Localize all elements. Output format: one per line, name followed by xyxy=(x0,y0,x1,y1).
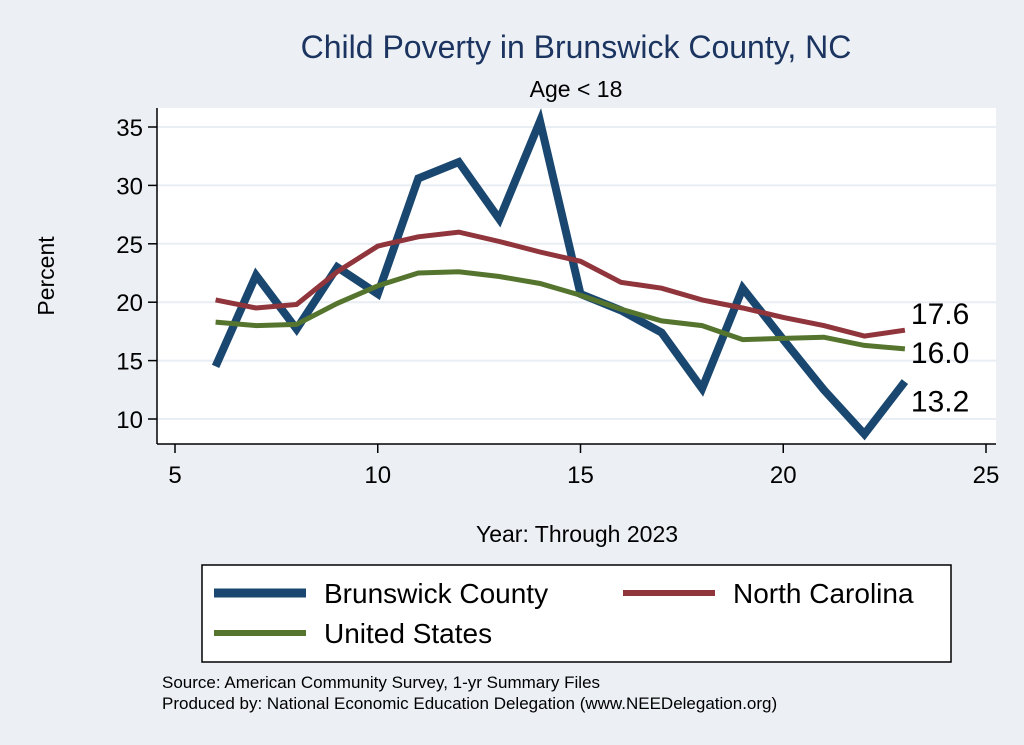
series-line-north-carolina xyxy=(215,229,906,339)
y-tick-label-25: 25 xyxy=(116,232,143,259)
source-note: Source: American Community Survey, 1-yr … xyxy=(162,673,600,692)
legend-label-united-states: United States xyxy=(324,618,492,649)
series-line-united-states xyxy=(215,269,906,352)
x-tick-label-5: 5 xyxy=(168,462,181,489)
axes: 10 15 20 25 30 35 5 10 15 20 25 xyxy=(116,108,999,489)
y-tick-label-15: 15 xyxy=(116,349,143,376)
chart-subtitle: Age < 18 xyxy=(530,76,623,102)
legend: Brunswick County North Carolina United S… xyxy=(201,564,952,663)
x-tick-label-25: 25 xyxy=(973,462,1000,489)
y-axis-title: Percent xyxy=(33,236,59,316)
y-tick-label-20: 20 xyxy=(116,290,143,317)
end-label-north-carolina: 17.6 xyxy=(911,298,969,331)
y-tick-label-35: 35 xyxy=(116,115,143,142)
chart-title: Child Poverty in Brunswick County, NC xyxy=(301,29,852,65)
legend-label-brunswick-county: Brunswick County xyxy=(324,578,548,609)
x-tick-label-20: 20 xyxy=(770,462,797,489)
series-lines xyxy=(211,108,909,441)
y-tick-label-10: 10 xyxy=(116,407,143,434)
x-tick-label-10: 10 xyxy=(364,462,391,489)
end-labels: 13.2 17.6 16.0 xyxy=(911,298,969,418)
y-tick-label-30: 30 xyxy=(116,173,143,200)
end-label-brunswick-county: 13.2 xyxy=(911,386,969,419)
x-tick-label-15: 15 xyxy=(567,462,594,489)
legend-label-north-carolina: North Carolina xyxy=(733,578,914,609)
legend-box xyxy=(201,564,952,663)
x-axis-title: Year: Through 2023 xyxy=(476,521,678,547)
end-label-united-states: 16.0 xyxy=(911,337,969,370)
produced-by-note: Produced by: National Economic Education… xyxy=(162,694,777,713)
